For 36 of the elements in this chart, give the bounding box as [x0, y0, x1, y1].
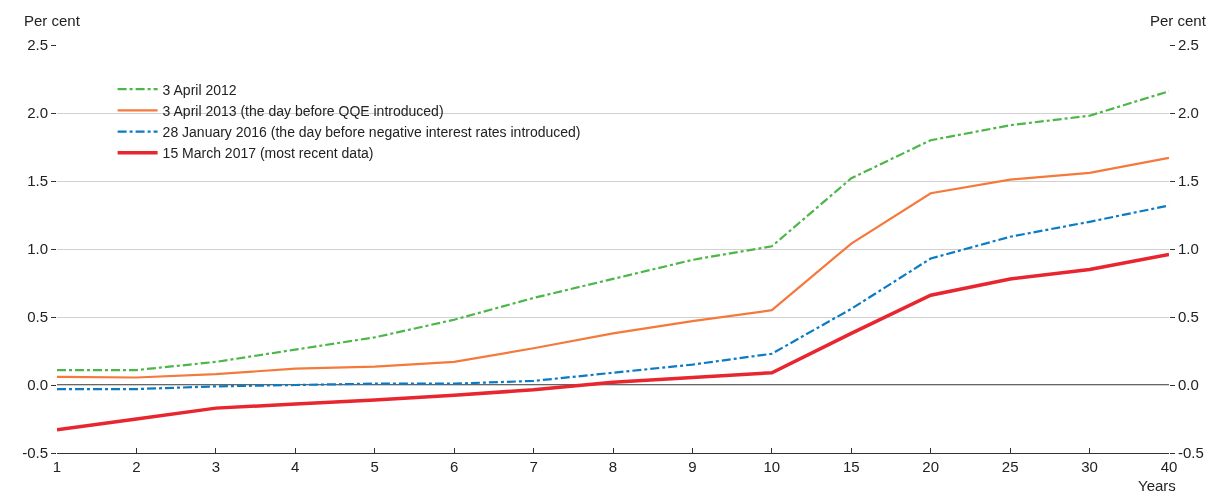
x-axis-title: Years — [1138, 477, 1176, 494]
y-tick-label: 1.5 — [27, 172, 48, 190]
y2-tick-label: 1.0 — [1178, 240, 1199, 258]
x-tick-label: 3 — [211, 458, 221, 476]
y-axis-title: Per cent — [24, 12, 81, 29]
x-tick-label: 9 — [688, 458, 697, 476]
y-tick-label: 2.0 — [27, 104, 48, 122]
x-tick-label: 10 — [763, 458, 781, 476]
y2-tick-label: 2.5 — [1178, 36, 1199, 54]
x-tick-label: 40 — [1160, 458, 1178, 476]
legend-label: 3 April 2013 (the day before QQE introduced) — [162, 102, 444, 119]
x-tick-label: 25 — [1001, 458, 1019, 476]
x-tick-label: 7 — [529, 458, 538, 476]
x-tick-label: 1 — [52, 458, 62, 476]
x-tick-label: 15 — [842, 458, 860, 476]
x-tick-label: 2 — [132, 458, 141, 476]
x-tick-label: 5 — [370, 458, 379, 476]
y2-tick-label: 0.5 — [1178, 308, 1199, 326]
y-tick-label: 1.0 — [27, 240, 48, 258]
legend-label: 15 March 2017 (most recent data) — [162, 145, 374, 162]
x-tick-label: 4 — [291, 458, 300, 476]
legend-label: 28 January 2016 (the day before negative interest rates introduced) — [162, 124, 581, 141]
x-tick-label: 8 — [608, 458, 618, 476]
y2-tick-label: -0.5 — [1178, 444, 1204, 462]
y-tick-label: 0.5 — [27, 308, 48, 326]
x-tick-label: 20 — [922, 458, 940, 476]
y-tick-label: -0.5 — [22, 444, 48, 462]
y2-axis-title: Per cent — [1150, 12, 1207, 29]
x-tick-label: 6 — [449, 458, 459, 476]
legend-label: 3 April 2012 — [162, 81, 237, 98]
y2-tick-label: 2.0 — [1178, 104, 1199, 122]
y2-tick-label: 1.5 — [1178, 172, 1199, 190]
y-tick-label: 2.5 — [27, 36, 48, 54]
y2-tick-label: 0.0 — [1178, 376, 1199, 394]
x-tick-label: 30 — [1081, 458, 1098, 476]
y-tick-label: 0.0 — [27, 376, 48, 394]
